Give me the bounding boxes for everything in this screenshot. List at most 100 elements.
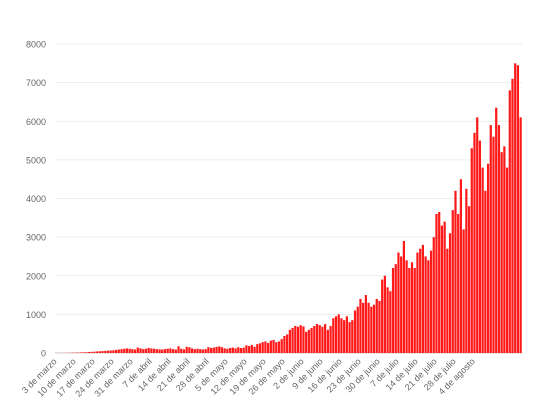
- bar: [156, 349, 158, 353]
- bar: [392, 268, 394, 353]
- bar: [286, 334, 288, 353]
- bar: [120, 349, 122, 353]
- bar: [520, 117, 522, 353]
- bar: [218, 346, 220, 353]
- bar: [245, 345, 247, 353]
- bar: [490, 125, 492, 353]
- bar: [444, 222, 446, 353]
- bar: [91, 352, 93, 353]
- bars: [55, 63, 522, 353]
- bar: [164, 349, 166, 353]
- bar: [145, 349, 147, 353]
- bar: [210, 348, 212, 353]
- bar: [367, 303, 369, 353]
- bar: [482, 168, 484, 353]
- bar: [248, 346, 250, 353]
- bar: [346, 316, 348, 353]
- bar: [411, 262, 413, 353]
- bar: [321, 327, 323, 353]
- bar: [161, 350, 163, 353]
- bar: [107, 351, 109, 353]
- bar: [335, 316, 337, 353]
- bar: [191, 348, 193, 353]
- bar: [484, 191, 486, 353]
- bar: [370, 307, 372, 353]
- bar: [329, 326, 331, 353]
- bar: [289, 330, 291, 353]
- bar: [115, 350, 117, 353]
- bar: [215, 347, 217, 353]
- bar: [425, 256, 427, 353]
- bar: [278, 341, 280, 353]
- bar: [463, 229, 465, 353]
- bar: [237, 347, 239, 353]
- bar: [142, 349, 144, 353]
- bar: [134, 350, 136, 353]
- bar: [435, 214, 437, 353]
- bar: [283, 336, 285, 353]
- bar: [514, 63, 516, 353]
- bar: [259, 343, 261, 353]
- bar: [506, 168, 508, 353]
- bar: [319, 325, 321, 353]
- bar: [82, 352, 84, 353]
- bar: [294, 326, 296, 353]
- bar: [267, 343, 269, 353]
- bar: [310, 328, 312, 353]
- bar: [308, 330, 310, 353]
- bar: [118, 350, 120, 353]
- bar: [362, 303, 364, 353]
- bar: [270, 341, 272, 353]
- bar: [196, 349, 198, 353]
- bar: [85, 352, 87, 353]
- bar: [129, 349, 131, 353]
- bar: [511, 79, 513, 353]
- bar: [188, 347, 190, 353]
- bar: [378, 301, 380, 353]
- bar: [433, 237, 435, 353]
- bar: [300, 325, 302, 353]
- bar: [205, 349, 207, 353]
- bar: [177, 346, 179, 353]
- bar: [430, 251, 432, 353]
- bar: [509, 90, 511, 353]
- bar: [153, 349, 155, 353]
- bar: [126, 348, 128, 353]
- bar: [148, 348, 150, 353]
- bar: [343, 320, 345, 353]
- bar: [384, 276, 386, 353]
- bar: [316, 324, 318, 353]
- bar: [473, 133, 475, 353]
- bar: [460, 179, 462, 353]
- bar: [194, 349, 196, 353]
- bar: [386, 287, 388, 353]
- bar: [457, 214, 459, 353]
- bar: [281, 339, 283, 353]
- bar: [291, 328, 293, 353]
- bar: [202, 350, 204, 353]
- bar: [183, 349, 185, 353]
- bar: [348, 322, 350, 353]
- bar: [104, 351, 106, 353]
- bar: [272, 340, 274, 353]
- bar: [495, 108, 497, 353]
- bar: [253, 347, 255, 353]
- bar: [137, 348, 139, 353]
- bar: [175, 350, 177, 353]
- bar: [226, 349, 228, 353]
- bar: [389, 291, 391, 353]
- bar: [123, 349, 125, 353]
- bar: [297, 327, 299, 353]
- bar: [438, 212, 440, 353]
- bar: [186, 347, 188, 353]
- bar: [213, 348, 215, 353]
- bar: [275, 342, 277, 353]
- bar: [452, 210, 454, 353]
- bar: [446, 249, 448, 353]
- bar: [139, 348, 141, 353]
- bar: [427, 260, 429, 353]
- bar: [207, 347, 209, 353]
